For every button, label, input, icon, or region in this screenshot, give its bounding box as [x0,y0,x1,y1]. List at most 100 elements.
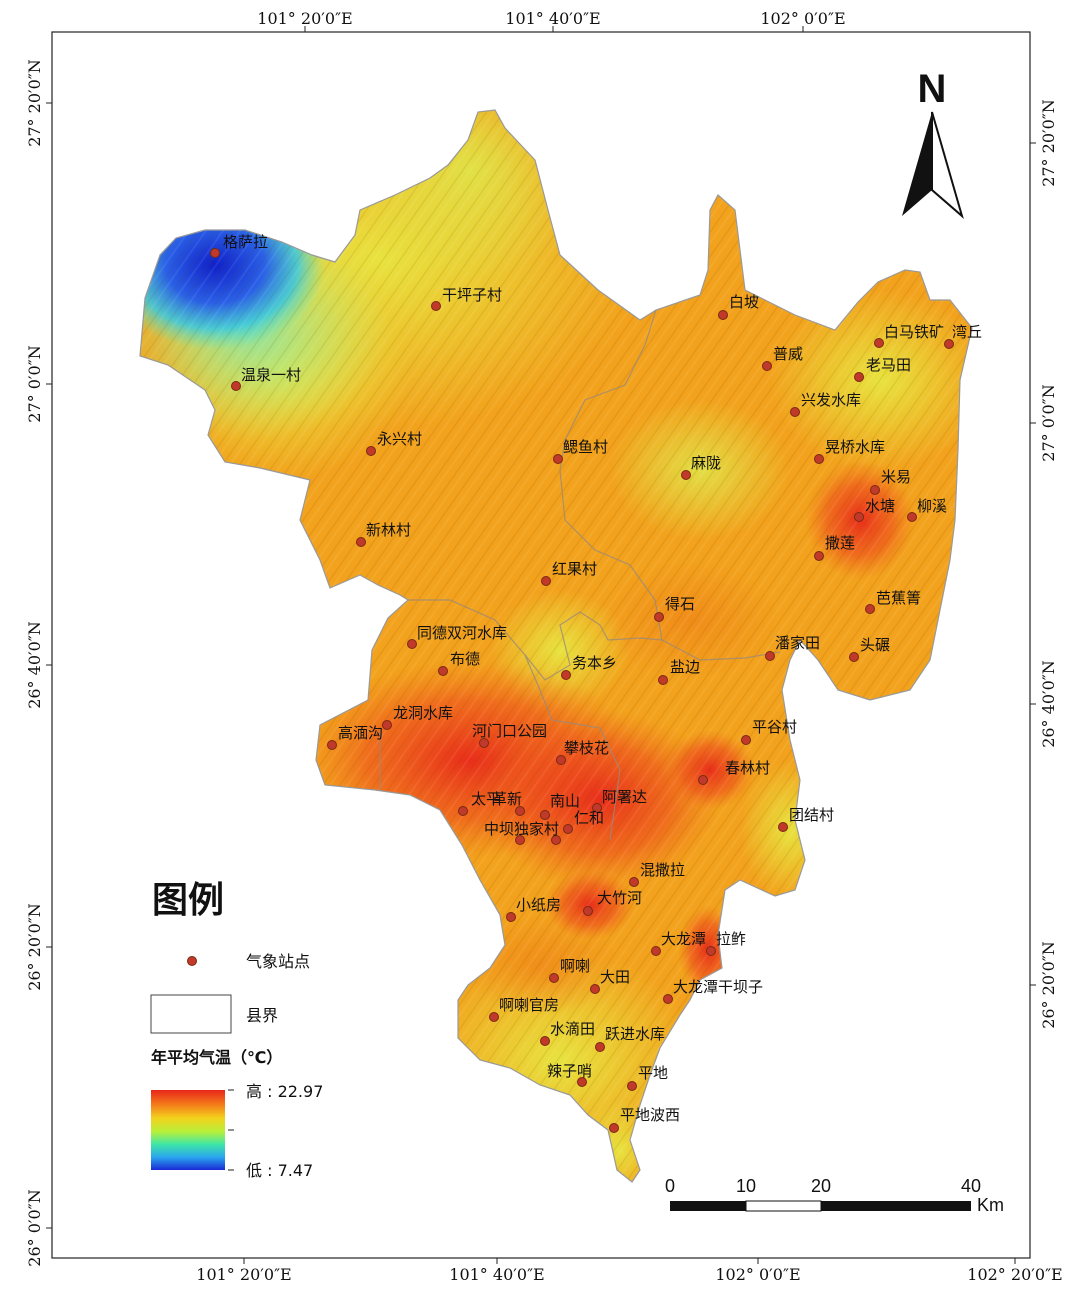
station-marker [551,835,561,845]
station-marker [627,1081,637,1091]
station-label: 格萨拉 [223,233,268,251]
station-label: 平地波西 [620,1106,680,1124]
station-label: 团结村 [789,806,834,824]
station-label: 攀枝花 [564,739,609,757]
station-marker [541,576,551,586]
station-label: 中坝 [484,820,514,838]
station-label: 新林村 [366,521,411,539]
station-marker [790,407,800,417]
station-marker [814,454,824,464]
station-marker [907,512,917,522]
station-label: 同德双河水库 [417,624,507,642]
legend-low-label: 低 : 7.47 [246,1161,313,1180]
station-marker [549,973,559,983]
station-label: 春林村 [725,759,770,777]
legend-high-label: 高 : 22.97 [246,1082,323,1101]
station-marker [698,775,708,785]
left-tick-5: 26° 0′0″N [25,1189,44,1266]
left-tick-1: 27° 20′0″N [25,59,44,147]
station-label: 务本乡 [572,654,617,672]
north-arrow: N [902,67,964,219]
station-label: 红果村 [552,560,597,578]
station-marker [431,301,441,311]
station-label: 平谷村 [752,718,797,736]
station-marker [407,639,417,649]
station-label: 高湎沟 [338,724,383,742]
station-marker [870,485,880,495]
right-tick-3: 26° 40′0″N [1039,660,1058,748]
station-label: 晃桥水库 [825,438,885,456]
legend-temperature-title: 年平均气温（℃） [151,1048,282,1067]
station-marker [654,612,664,622]
station-label: 跃进水库 [605,1025,665,1043]
station-label: 大竹河 [597,889,642,907]
station-marker [327,740,337,750]
station-label: 普威 [773,345,803,363]
station-label: 小纸房 [516,896,561,914]
station-marker [854,372,864,382]
legend-title: 图例 [152,880,224,921]
left-tick-2: 27° 0′0″N [25,345,44,422]
station-label: 大田 [600,968,630,986]
station-label: 仁和 [574,809,604,827]
station-marker [506,912,516,922]
station-label: 阿署达 [602,788,647,806]
station-marker [561,670,571,680]
station-label: 啊喇官房 [499,996,559,1014]
station-marker [741,735,751,745]
station-marker [592,803,602,813]
station-marker [718,310,728,320]
station-marker [553,454,563,464]
right-tick-2: 27° 0′0″N [1039,384,1058,461]
station-marker [762,361,772,371]
station-marker [658,675,668,685]
station-marker [663,994,673,1004]
station-marker [595,1042,605,1052]
station-marker [515,806,525,816]
bottom-tick-1: 101° 20′0″E [196,1265,291,1284]
station-marker [681,470,691,480]
scale-unit: Km [977,1195,1004,1215]
station-label: 啊喇 [560,957,590,975]
north-arrow-right-half [931,111,964,219]
station-marker [765,651,775,661]
station-label: 温泉一村 [241,366,301,384]
station-label: 独家村 [514,820,559,838]
station-label: 干坪子村 [442,286,502,304]
top-tick-2: 101° 40′0″E [505,9,600,28]
station-marker [854,512,864,522]
station-label: 兴发水库 [801,391,861,409]
station-marker [609,1123,619,1133]
station-label: 拉鲊 [716,930,746,948]
right-tick-4: 26° 20′0″N [1039,941,1058,1029]
station-marker [849,652,859,662]
legend-station-icon [187,956,197,966]
station-marker [458,806,468,816]
station-label: 头碾 [860,636,890,654]
county-boundaries [379,309,781,841]
station-marker [814,551,824,561]
bottom-tick-3: 102° 0′0″E [715,1265,800,1284]
legend-color-ramp [151,1090,225,1170]
station-label: 大龙潭干坝子 [673,978,763,996]
legend: 图例 气象站点 县界 年平均气温（℃） 高 : 22.97 低 : 7.47 [150,880,323,1180]
station-label: 南山 [550,792,580,810]
station-marker [577,1077,587,1087]
station-label: 水滴田 [550,1020,595,1038]
station-label: 米易 [881,468,911,486]
station-label: 大龙潭 [661,930,706,948]
station-label: 鳃鱼村 [563,438,608,456]
station-marker [515,835,525,845]
station-marker [629,877,639,887]
station-marker [540,810,550,820]
bottom-tick-4: 102° 20′0″E [967,1265,1062,1284]
station-marker [706,946,716,956]
station-marker [865,604,875,614]
legend-station-label: 气象站点 [246,952,310,971]
legend-boundary-icon [150,994,232,1034]
station-label: 混撒拉 [640,861,685,879]
scale-tick-40: 40 [961,1176,981,1196]
station-marker [489,1012,499,1022]
